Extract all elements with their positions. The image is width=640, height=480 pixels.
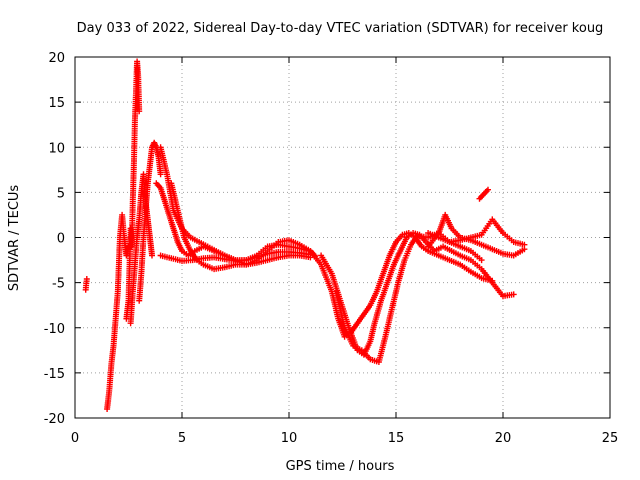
series-markers (82, 276, 90, 293)
series-dip-c (333, 230, 485, 365)
series-trace-d (157, 248, 314, 264)
tick-labels: 0 5 10 15 20 25 -20 -15 -10 -5 0 5 10 15 20 (44, 51, 619, 446)
series-late-b (425, 216, 528, 248)
series-markers (168, 180, 314, 273)
series-trace-c (168, 180, 314, 273)
series-markers (307, 230, 496, 340)
x-tick-label: 20 (495, 431, 512, 446)
x-tick-label: 5 (178, 431, 186, 446)
y-tick-label: -15 (44, 367, 65, 382)
series-markers (476, 186, 491, 202)
y-tick-label: 10 (48, 141, 65, 156)
x-axis-label: GPS time / hours (286, 459, 395, 474)
axis-ticks (74, 56, 611, 419)
y-tick-label: 15 (48, 96, 65, 111)
chart-title: Day 033 of 2022, Sidereal Day-to-day VTE… (77, 21, 604, 36)
series-markers (136, 139, 164, 304)
x-tick-label: 0 (71, 431, 79, 446)
series-markers (333, 230, 485, 365)
series-dip-a (307, 230, 496, 340)
series-markers (123, 58, 143, 322)
series-markers (425, 216, 528, 248)
series-early-a (82, 276, 90, 293)
y-tick-label: -20 (44, 412, 65, 427)
y-tick-label: 20 (48, 51, 65, 66)
series-early-b (104, 211, 132, 412)
series-markers (104, 211, 132, 412)
x-tick-label: 25 (602, 431, 619, 446)
y-axis-label: SDTVAR / TECUs (7, 185, 22, 292)
series-late-c (476, 186, 491, 202)
y-tick-label: -10 (44, 322, 65, 337)
grid (75, 57, 610, 418)
data-points (82, 58, 528, 412)
series-markers (157, 248, 314, 264)
x-tick-label: 10 (281, 431, 298, 446)
series-spike-a (123, 58, 143, 322)
series-spike-c (136, 139, 164, 304)
x-tick-label: 15 (388, 431, 405, 446)
y-tick-label: -5 (52, 277, 65, 292)
y-tick-label: 5 (57, 186, 65, 201)
y-tick-label: 0 (57, 232, 65, 247)
